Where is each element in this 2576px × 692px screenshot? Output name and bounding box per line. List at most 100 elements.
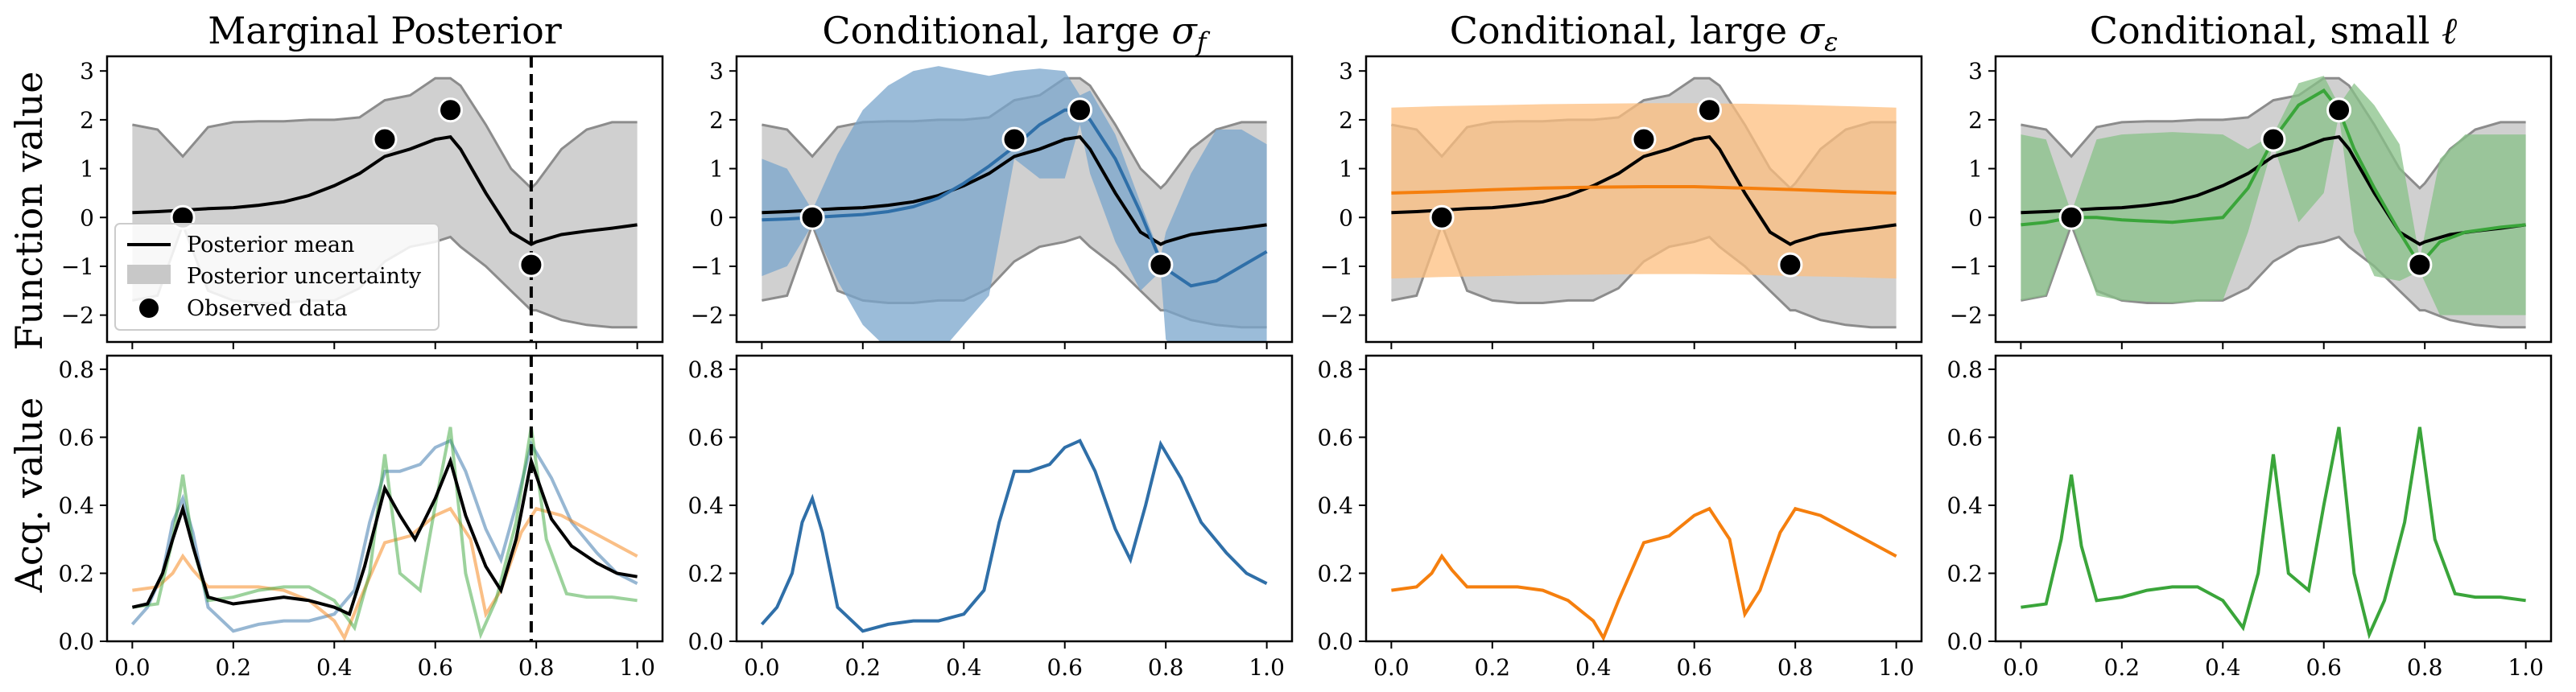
panel-fn-2: −2 −1 0 1 2 3 Conditional, large σf (691, 9, 1294, 349)
x-tick-label: 0.0 (1373, 654, 1410, 681)
y-tick-label: 2 (1339, 107, 1353, 134)
x-tick-label: 0.4 (946, 654, 982, 681)
panel-title: Conditional, small ℓ (2090, 9, 2458, 52)
title-part: Conditional, large (1450, 9, 1799, 52)
x-tick-label: 0.4 (2205, 654, 2241, 681)
x-tick-label: 0.2 (1475, 654, 1511, 681)
plot-area (130, 356, 638, 641)
x-tick-label: 0.2 (2104, 654, 2140, 681)
panel-acq-4: 0.0 0.2 0.4 0.6 0.8 0.0 0.2 0.4 0.6 0.8 1.0 (1946, 354, 2553, 681)
y-tick-label: −1 (1320, 253, 1353, 280)
y-tick-label: 0 (709, 204, 724, 231)
y-tick-label: 3 (1968, 58, 1983, 84)
x-tick-label: 0.0 (744, 654, 780, 681)
observed-data-point (372, 126, 398, 152)
y-tick-label: −1 (691, 253, 724, 280)
y-tick-label: 2 (80, 107, 94, 134)
acquisition-curve (760, 439, 1268, 633)
posterior-mean-line (762, 134, 1267, 246)
posterior-mean-line (132, 134, 638, 246)
y-tick-label: −1 (1950, 253, 1983, 280)
y-tick-label: 2 (709, 107, 724, 134)
title-part: Conditional, small (2090, 9, 2442, 52)
panel-frame (105, 55, 664, 344)
observed-data-point (1631, 126, 1657, 152)
y-tick-label: 0 (1968, 204, 1983, 231)
y-tick-label: 0.8 (1317, 356, 1353, 383)
y-tick-label: 0.0 (58, 628, 94, 655)
conditional-mean-line (1391, 185, 1897, 195)
y-tick-label: 3 (709, 58, 724, 84)
panel-acq-1: 0.0 0.2 0.4 0.6 0.8 0.0 0.2 0.4 0.6 0.8 1.0 (58, 354, 664, 681)
title-subscript: f (1195, 27, 1211, 57)
y-tick-label: 0.4 (1946, 492, 1983, 519)
y-tick-label: 0.2 (1317, 560, 1353, 587)
acquisition-curve (132, 506, 638, 641)
y-tick-label: −2 (1320, 303, 1353, 329)
observed-data-point (518, 252, 544, 278)
x-tick-label: 0.2 (216, 654, 252, 681)
y-tick-label: 1 (1339, 156, 1353, 183)
x-tick-label: 0.8 (1777, 654, 1814, 681)
y-tick-label: 0.4 (58, 492, 94, 519)
legend-mean-label: Posterior mean (187, 233, 354, 257)
y-tick-label: 3 (80, 58, 94, 84)
x-tick-label: 0.0 (2003, 654, 2039, 681)
y-tick-label: 0.8 (687, 356, 724, 383)
panel-frame (1364, 354, 1923, 643)
legend: Posterior mean Posterior uncertainty Obs… (114, 223, 440, 331)
legend-observed-swatch (139, 299, 159, 318)
title-subscript: ε (1824, 27, 1838, 57)
marginal-band-upper-edge (132, 76, 638, 190)
panel-acq-2: 0.0 0.2 0.4 0.6 0.8 0.0 0.2 0.4 0.6 0.8 1.0 (687, 354, 1294, 681)
x-tick-label: 0.8 (1148, 654, 1184, 681)
x-tick-label: 0.8 (2407, 654, 2443, 681)
observed-data-point (2058, 204, 2084, 230)
legend-uncertainty-swatch (127, 265, 171, 284)
y-tick-label: 0.8 (58, 356, 94, 383)
acquisition-curve (130, 439, 638, 633)
y-tick-label: 0.6 (1946, 424, 1983, 451)
panel-fn-3: −2 −1 0 1 2 3 Conditional, large σε (1320, 9, 1923, 349)
observed-data-point (1697, 97, 1723, 123)
panel-title: Conditional, large σf (822, 9, 1210, 57)
y-tick-label: −2 (691, 303, 724, 329)
title-part: ℓ (2442, 9, 2458, 52)
observed-data-point (438, 97, 464, 123)
panel-fn-4: −2 −1 0 1 2 3 Conditional, small ℓ (1950, 9, 2553, 349)
y-tick-label: −1 (61, 253, 94, 280)
y-tick-label: 1 (80, 156, 94, 183)
panel-title: Conditional, large σε (1450, 9, 1839, 57)
panel-acq-3: 0.0 0.2 0.4 0.6 0.8 0.0 0.2 0.4 0.6 0.8 1.0 (1317, 354, 1923, 681)
plot-area (1391, 506, 1897, 641)
title-part: σ (1171, 9, 1198, 52)
plot-area (762, 66, 1268, 342)
acquisition-curve (1391, 506, 1897, 641)
x-tick-label: 0.6 (2306, 654, 2342, 681)
conditional-mean-line (762, 108, 1268, 288)
y-tick-label: 0.6 (58, 424, 94, 451)
y-tick-label: 0.6 (1317, 424, 1353, 451)
x-tick-label: 0.4 (316, 654, 353, 681)
y-tick-label: 1 (1968, 156, 1983, 183)
panel-frame (1994, 55, 2553, 344)
y-tick-label: −2 (1950, 303, 1983, 329)
posterior-mean-line (2021, 134, 2526, 246)
y-tick-label: 1 (709, 156, 724, 183)
y-tick-label: 0.0 (687, 628, 724, 655)
y-tick-label: 0.8 (1946, 356, 1983, 383)
y-tick-label: 0.2 (58, 560, 94, 587)
plot-area (2021, 76, 2526, 329)
conditional-mean-line (2021, 88, 2526, 268)
conditional-uncertainty-band (762, 66, 1267, 342)
panel-frame (735, 55, 1294, 344)
conditional-uncertainty-band (2021, 76, 2526, 315)
y-tick-label: 0 (1339, 204, 1353, 231)
y-tick-label: 3 (1339, 58, 1353, 84)
x-tick-label: 1.0 (1878, 654, 1914, 681)
y-tick-label: 0.2 (1946, 560, 1983, 587)
x-tick-label: 0.8 (518, 654, 555, 681)
plot-area (760, 439, 1268, 633)
title-part: σ (1799, 9, 1826, 52)
